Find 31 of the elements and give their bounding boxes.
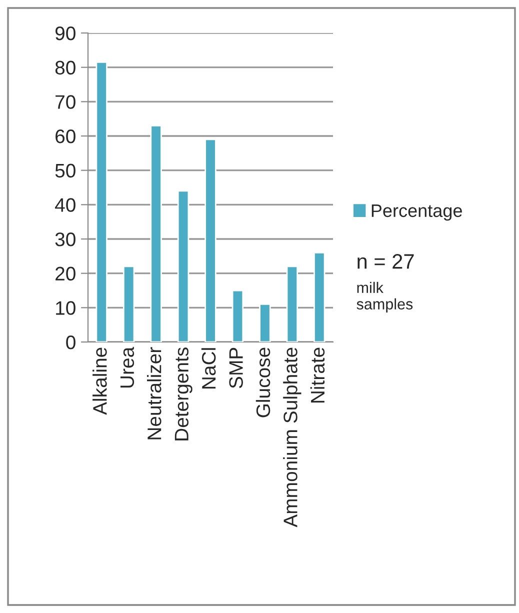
bar (314, 252, 326, 342)
x-tick-label: NaCl (201, 348, 216, 388)
x-tick-label: Glucose (256, 348, 270, 418)
legend-label: Percentage (372, 204, 462, 221)
x-tick-label: Neutralizer (146, 347, 162, 440)
y-tick-label: 0 (66, 335, 76, 350)
x-tick-label: Ammonium Sulphate (283, 348, 302, 528)
y-tick-label: 70 (56, 95, 76, 109)
y-tick-label: 40 (55, 198, 76, 212)
x-tick-label: Nitrate (310, 348, 325, 403)
bar (232, 290, 244, 342)
y-tick-label: 60 (56, 129, 76, 144)
y-tick-label: 30 (55, 232, 76, 246)
y-tick-label: 20 (56, 266, 76, 281)
y-tick-label: 10 (56, 301, 76, 315)
bar (204, 138, 216, 342)
text: n = 27 (358, 254, 414, 269)
x-tick-label: Urea (120, 346, 134, 388)
bar (177, 190, 190, 342)
y-tick-label: 90 (55, 26, 76, 40)
x-tick-label: Alkaline (92, 348, 107, 415)
bar (96, 61, 108, 342)
y-tick-label: 80 (55, 60, 76, 75)
x-tick-label: Detergents (174, 348, 192, 440)
bar (122, 266, 135, 342)
bar (259, 304, 271, 342)
x-tick-label: SMP (229, 348, 243, 388)
bar (150, 125, 162, 342)
text: milk samples (356, 282, 413, 313)
y-tick-label: 50 (55, 164, 76, 178)
bar (286, 266, 298, 342)
